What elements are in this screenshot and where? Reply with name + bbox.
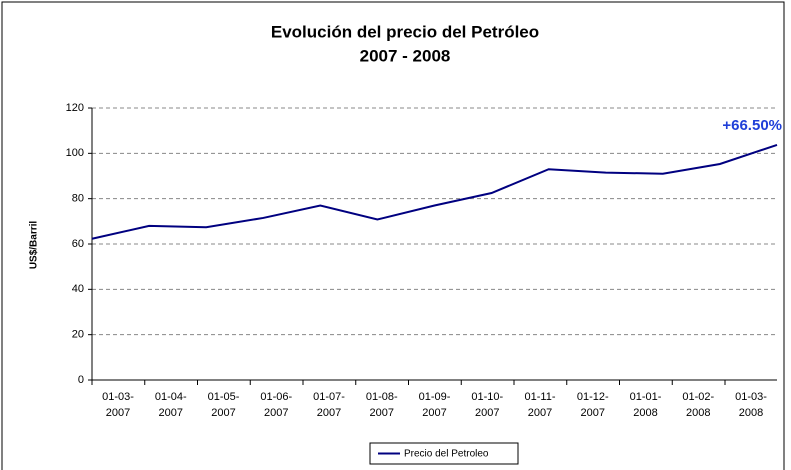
y-tick-label: 0 <box>78 374 84 386</box>
x-tick-label-line: 2007 <box>528 407 552 419</box>
data-line <box>91 143 778 240</box>
x-tick-label: 01-05- 2007 <box>208 391 240 419</box>
x-tick-label: 01-03- 2007 <box>102 391 134 419</box>
y-axis-label: US$/Barril <box>29 221 40 270</box>
x-tick-label: 01-09- 2007 <box>419 391 451 419</box>
y-tick-label: 120 <box>66 102 84 114</box>
x-tick-label-line: 2007 <box>370 407 394 419</box>
x-tick-label-line: 01-03- <box>102 391 134 403</box>
x-tick-label: 01-08- 2007 <box>366 391 398 419</box>
x-tick-label-line: 01-05- <box>208 391 240 403</box>
x-tick-label-line: 2007 <box>475 407 499 419</box>
x-tick-label-line: 01-09- <box>419 391 451 403</box>
x-tick-label-line: 2007 <box>422 407 446 419</box>
y-tick-label: 80 <box>72 193 84 205</box>
x-tick-label-line: 2008 <box>633 407 657 419</box>
x-tick-label-line: 2008 <box>739 407 763 419</box>
chart-title: Evolución del precio del Petróleo <box>271 22 539 41</box>
x-tick-label-line: 01-07- <box>313 391 345 403</box>
chart-subtitle: 2007 - 2008 <box>360 46 451 65</box>
x-tick-label-line: 2007 <box>159 407 183 419</box>
x-tick-label-line: 01-04- <box>155 391 187 403</box>
x-tick-label: 01-01- 2008 <box>630 391 662 419</box>
x-tick-label-line: 01-12- <box>577 391 609 403</box>
x-tick-label-line: 2007 <box>106 407 130 419</box>
annotation: +66.50% <box>722 117 782 134</box>
x-tick-label: 01-02- 2008 <box>682 391 714 419</box>
y-tick-label: 100 <box>66 147 84 159</box>
x-tick-label-line: 01-06- <box>260 391 292 403</box>
y-tick-label: 40 <box>72 283 84 295</box>
x-tick-label-line: 01-08- <box>366 391 398 403</box>
x-tick-label: 01-07- 2007 <box>313 391 345 419</box>
x-tick-label: 01-10- 2007 <box>471 391 503 419</box>
x-tick-label-line: 01-02- <box>682 391 714 403</box>
x-tick-label-line: 01-01- <box>630 391 662 403</box>
x-tick-label-line: 2007 <box>317 407 341 419</box>
x-tick-label: 01-03- 2008 <box>735 391 767 419</box>
x-tick-label: 01-04- 2007 <box>155 391 187 419</box>
x-tick-label-line: 2007 <box>264 407 288 419</box>
x-tick-label: 01-12- 2007 <box>577 391 609 419</box>
x-tick-label-line: 2007 <box>211 407 235 419</box>
x-tick-label-line: 2007 <box>581 407 605 419</box>
x-tick-label-line: 01-03- <box>735 391 767 403</box>
x-tick-label-line: 2008 <box>686 407 710 419</box>
y-tick-label: 60 <box>72 238 84 250</box>
x-tick-label: 01-06- 2007 <box>260 391 292 419</box>
legend-label: Precio del Petroleo <box>404 449 489 460</box>
x-tick-label-line: 01-11- <box>525 391 556 403</box>
x-tick-label-line: 01-10- <box>471 391 503 403</box>
y-tick-label: 20 <box>72 329 84 341</box>
x-tick-label: 01-11- 2007 <box>525 391 556 419</box>
legend-box <box>369 442 519 465</box>
